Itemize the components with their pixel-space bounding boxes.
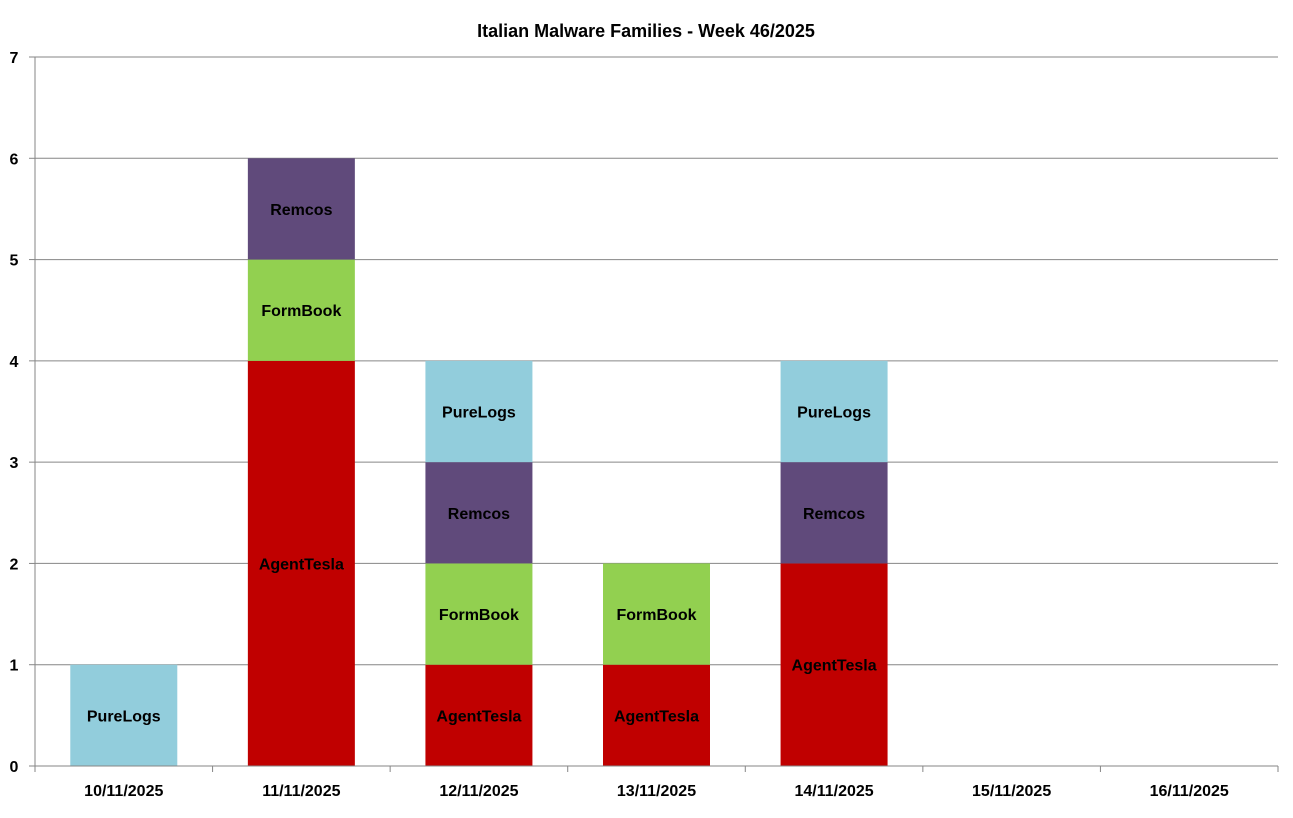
data-label: Remcos	[270, 202, 332, 219]
bar-segment-agenttesla	[425, 664, 533, 766]
bars	[70, 158, 888, 766]
bar-segment-formbook	[603, 563, 710, 665]
data-label: FormBook	[617, 607, 697, 624]
x-tick-label: 16/11/2025	[1150, 783, 1229, 800]
y-tick-label: 7	[10, 50, 19, 67]
bar-segment-agenttesla	[603, 664, 710, 766]
data-label: AgentTesla	[792, 658, 877, 675]
data-label: Remcos	[448, 506, 510, 523]
x-tick-label: 14/11/2025	[794, 783, 873, 800]
labels: 0 1 2 3 4 5 6 7 10/11/2025 11/11/2025 12/11/2025 13…	[10, 50, 1229, 800]
y-tick-label: 2	[10, 556, 19, 573]
data-label: PureLogs	[442, 405, 516, 422]
y-tick-label: 1	[10, 658, 19, 675]
bar-segment-formbook	[247, 259, 355, 361]
x-tick-label: 15/11/2025	[972, 783, 1051, 800]
x-tick-label: 13/11/2025	[617, 783, 696, 800]
data-label: AgentTesla	[436, 708, 521, 725]
y-tick-label: 5	[10, 253, 19, 270]
y-tick-label: 4	[10, 354, 19, 371]
data-label: FormBook	[439, 607, 519, 624]
chart-title: Italian Malware Families - Week 46/2025	[477, 21, 815, 41]
bar-segment-purelogs	[70, 664, 178, 766]
axes	[29, 56, 1279, 772]
bar-segment-remcos	[780, 462, 888, 564]
x-tick-label: 11/11/2025	[262, 783, 340, 800]
data-label: Remcos	[803, 506, 865, 523]
bar-segment-purelogs	[425, 360, 533, 463]
data-label: AgentTesla	[614, 708, 699, 725]
x-tick-label: 10/11/2025	[84, 783, 163, 800]
grid-lines	[35, 56, 1278, 666]
y-tick-label: 6	[10, 151, 19, 168]
data-label: PureLogs	[87, 708, 161, 725]
bar-segment-remcos	[425, 462, 533, 564]
bar-segment-purelogs	[780, 360, 888, 463]
data-label: AgentTesla	[259, 556, 344, 573]
data-label: FormBook	[261, 303, 341, 320]
bar-segment-formbook	[425, 563, 533, 665]
data-label: PureLogs	[797, 405, 871, 422]
bar-segment-remcos	[247, 158, 355, 260]
bar-segment-agenttesla	[247, 360, 355, 766]
bar-segment-agenttesla	[780, 563, 888, 766]
y-tick-label: 0	[10, 759, 19, 776]
y-tick-label: 3	[10, 455, 19, 472]
x-tick-label: 12/11/2025	[439, 783, 518, 800]
